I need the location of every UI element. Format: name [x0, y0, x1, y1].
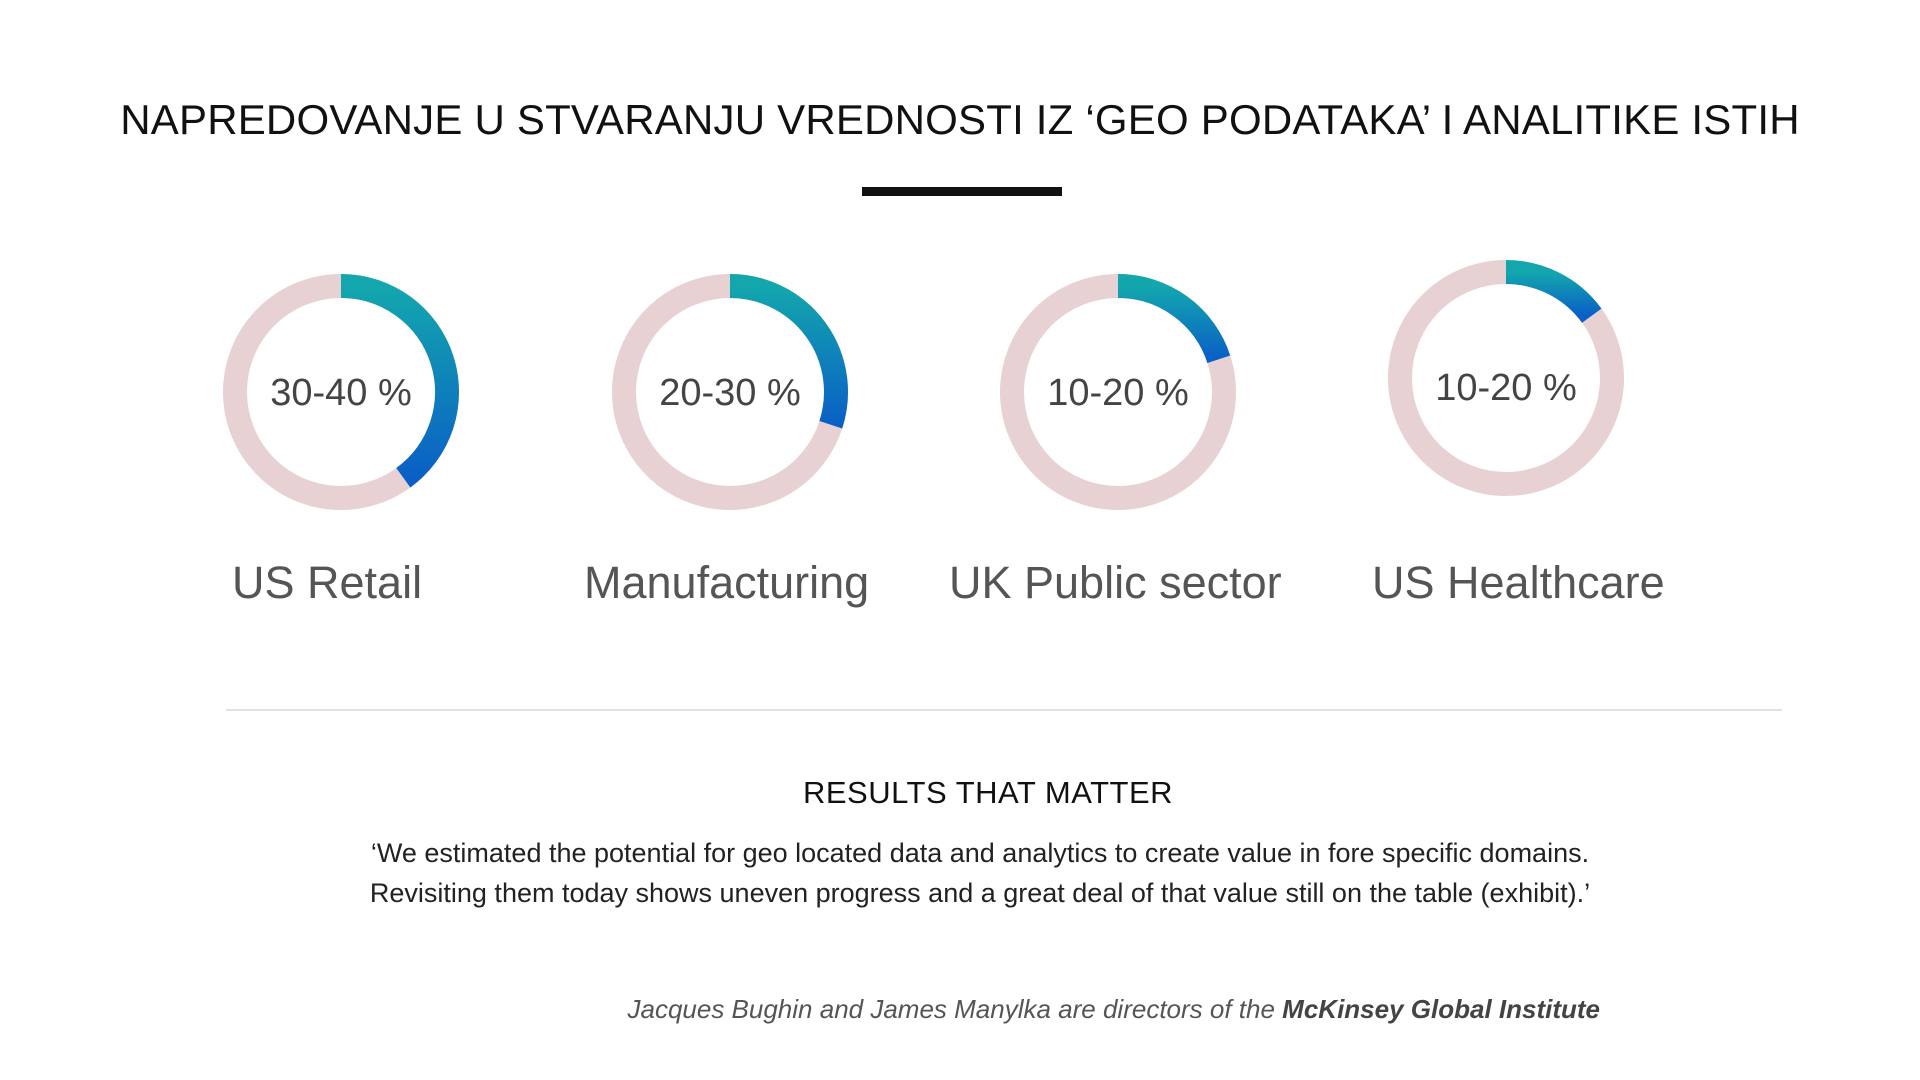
donut-uk-public-sector: 10-20 %	[988, 262, 1248, 522]
attribution-authors: Jacques Bughin and James Manylka are dir…	[627, 994, 1283, 1024]
donut-chart-uk-public-sector	[1000, 274, 1236, 510]
donut-value-label: 20-30 %	[659, 372, 801, 414]
donut-manufacturing: 20-30 %	[600, 262, 860, 522]
attribution: Jacques Bughin and James Manylka are dir…	[627, 994, 1600, 1025]
section-subtitle: RESULTS THAT MATTER	[802, 775, 1174, 810]
title-underline	[862, 187, 1062, 196]
category-label-us-healthcare: US Healthcare	[1372, 557, 1665, 608]
donut-value-label: 30-40 %	[270, 372, 412, 414]
donut-chart-manufacturing	[612, 274, 848, 510]
donut-us-retail: 30-40 %	[211, 262, 471, 522]
donut-us-healthcare: 10-20 %	[1376, 248, 1636, 508]
donut-progress-arc	[729, 274, 848, 429]
quote-text: ‘We estimated the potential for geo loca…	[369, 838, 1591, 908]
category-label-manufacturing: Manufacturing	[584, 557, 870, 608]
category-label-uk-public-sector: UK Public sector	[949, 557, 1282, 608]
page-title: NAPREDOVANJE U STVARANJU VREDNOSTI IZ ‘G…	[120, 96, 1800, 143]
category-label-us-retail: US Retail	[232, 557, 423, 608]
donut-value-label: 10-20 %	[1047, 372, 1189, 414]
donut-value-label: 10-20 %	[1435, 367, 1577, 409]
attribution-organization: McKinsey Global Institute	[1282, 994, 1600, 1024]
donut-chart-us-retail	[223, 274, 460, 510]
donut-progress-arc	[1117, 274, 1231, 364]
section-divider	[226, 709, 1782, 711]
donut-chart-us-healthcare	[1388, 260, 1624, 496]
donut-progress-arc	[340, 274, 460, 488]
donut-progress-arc	[1505, 260, 1602, 324]
